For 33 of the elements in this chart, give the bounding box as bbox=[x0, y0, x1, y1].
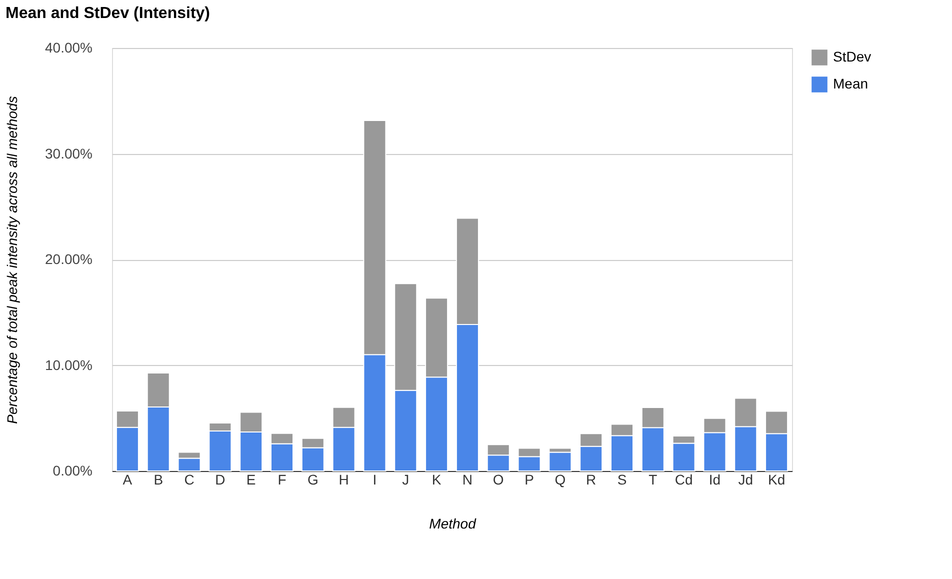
x-tick-label: G bbox=[307, 472, 318, 488]
legend-label: StDev bbox=[833, 48, 872, 64]
x-tick-label: K bbox=[432, 472, 442, 488]
y-tick-label: 30.00% bbox=[45, 145, 92, 162]
x-tick-label: A bbox=[122, 472, 133, 488]
x-tick-label: B bbox=[154, 472, 164, 488]
x-tick-label: C bbox=[184, 472, 194, 488]
x-tick-label: Jd bbox=[738, 472, 754, 488]
y-tick-label: 0.00% bbox=[52, 462, 92, 478]
x-tick-label: Id bbox=[708, 472, 721, 488]
x-tick-label: Kd bbox=[768, 472, 786, 488]
x-tick-label: H bbox=[338, 472, 349, 488]
x-tick-label: J bbox=[402, 472, 410, 488]
bar bbox=[548, 452, 572, 472]
x-tick-label: E bbox=[246, 472, 256, 488]
x-tick-label: F bbox=[278, 472, 286, 488]
chart-title: Mean and StDev (Intensity) bbox=[6, 5, 210, 22]
x-tick-label: Q bbox=[554, 472, 566, 488]
x-tick-label: S bbox=[617, 472, 627, 488]
x-tick-label: T bbox=[648, 472, 658, 488]
y-tick-label: 20.00% bbox=[45, 251, 92, 267]
x-axis-title: Method bbox=[429, 516, 478, 532]
x-tick-label: I bbox=[372, 472, 377, 488]
y-tick-label: 10.00% bbox=[45, 356, 92, 373]
x-tick-label: P bbox=[524, 472, 534, 488]
x-tick-label: R bbox=[586, 472, 596, 488]
x-tick-label: D bbox=[215, 472, 226, 488]
y-tick-label: 40.00% bbox=[45, 40, 92, 56]
legend-label: Mean bbox=[833, 76, 868, 92]
x-tick-label: N bbox=[462, 472, 473, 488]
x-tick-label: Cd bbox=[674, 472, 693, 488]
x-tick-label: O bbox=[492, 472, 504, 488]
y-axis-title: Percentage of total peak intensity across all methods bbox=[4, 96, 20, 424]
